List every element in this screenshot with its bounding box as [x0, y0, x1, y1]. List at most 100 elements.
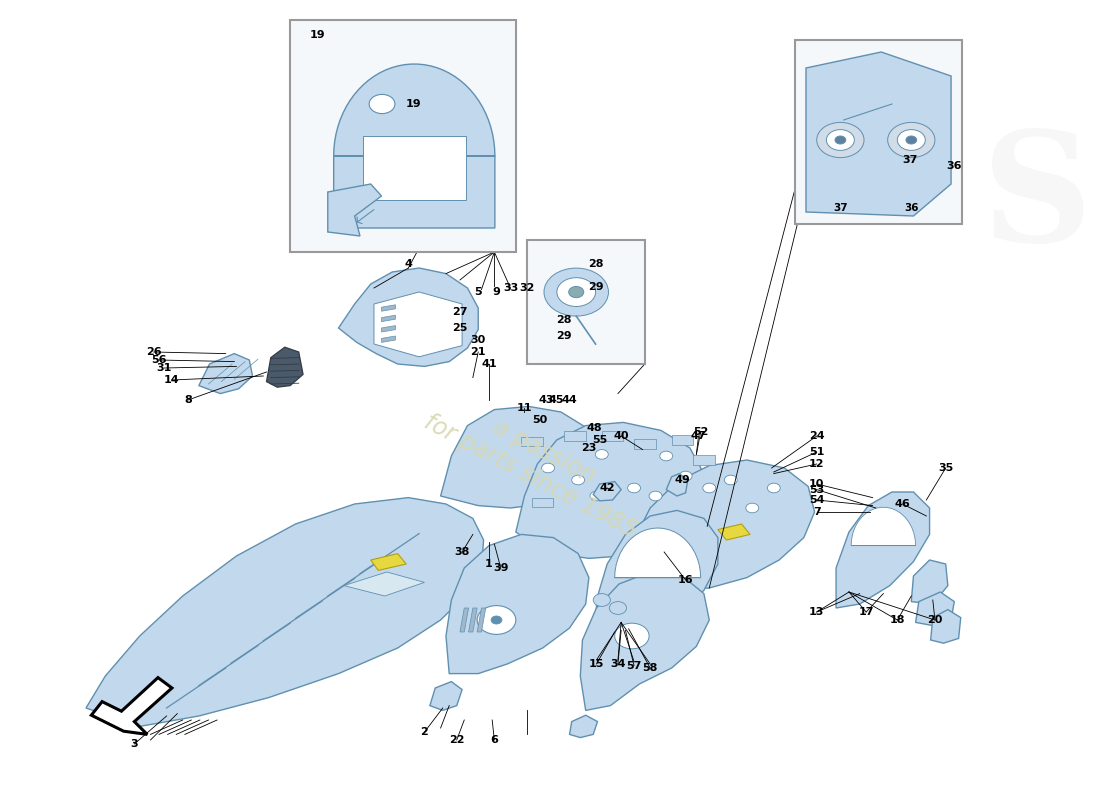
Circle shape	[826, 130, 855, 150]
Text: 37: 37	[833, 203, 848, 214]
Polygon shape	[851, 507, 915, 546]
Polygon shape	[931, 610, 960, 643]
Polygon shape	[624, 460, 815, 590]
Text: S: S	[982, 126, 1092, 274]
Text: 16: 16	[678, 575, 693, 585]
Circle shape	[569, 286, 584, 298]
Text: 15: 15	[588, 659, 604, 669]
FancyBboxPatch shape	[527, 240, 645, 364]
Text: 28: 28	[588, 259, 604, 270]
Polygon shape	[469, 608, 477, 632]
Polygon shape	[382, 315, 396, 322]
Circle shape	[491, 616, 502, 624]
FancyBboxPatch shape	[795, 40, 961, 224]
Text: 1: 1	[485, 559, 493, 569]
Text: 29: 29	[588, 282, 604, 291]
Text: 4: 4	[405, 259, 412, 269]
Text: 46: 46	[894, 499, 911, 509]
Circle shape	[609, 602, 627, 614]
Text: 33: 33	[503, 283, 518, 293]
Text: 24: 24	[808, 431, 825, 441]
Polygon shape	[593, 482, 622, 501]
Text: 38: 38	[454, 547, 470, 557]
Text: 9: 9	[493, 287, 500, 297]
Polygon shape	[718, 524, 750, 540]
Text: 30: 30	[471, 335, 486, 345]
Circle shape	[370, 94, 395, 114]
Text: 41: 41	[481, 359, 497, 369]
Circle shape	[544, 268, 608, 316]
Text: 22: 22	[449, 735, 464, 745]
Text: 29: 29	[557, 331, 572, 341]
Text: 21: 21	[471, 347, 486, 357]
Polygon shape	[596, 510, 718, 640]
Text: 23: 23	[581, 443, 596, 453]
Circle shape	[768, 483, 780, 493]
Text: 51: 51	[808, 447, 824, 457]
Polygon shape	[564, 431, 585, 441]
Text: 25: 25	[452, 323, 468, 333]
Circle shape	[724, 475, 737, 485]
Polygon shape	[915, 592, 955, 626]
Polygon shape	[199, 354, 253, 394]
Circle shape	[888, 122, 935, 158]
Polygon shape	[836, 492, 930, 608]
Text: 6: 6	[491, 735, 498, 745]
Text: 18: 18	[890, 615, 905, 625]
Text: 13: 13	[808, 607, 824, 617]
Circle shape	[898, 130, 925, 150]
Text: 27: 27	[452, 307, 468, 317]
Text: 53: 53	[810, 485, 824, 494]
Text: 14: 14	[164, 375, 179, 385]
Polygon shape	[382, 305, 396, 311]
Text: 39: 39	[493, 563, 508, 573]
Circle shape	[649, 491, 662, 501]
Polygon shape	[382, 336, 396, 342]
Polygon shape	[266, 347, 304, 387]
Circle shape	[595, 450, 608, 459]
Polygon shape	[382, 326, 396, 332]
Polygon shape	[532, 498, 553, 507]
Text: 8: 8	[184, 395, 191, 405]
Text: 3: 3	[131, 739, 139, 749]
Text: 11: 11	[517, 403, 532, 413]
Circle shape	[572, 475, 584, 485]
Text: 36: 36	[946, 161, 962, 170]
Polygon shape	[516, 422, 704, 558]
Text: 50: 50	[531, 415, 547, 425]
Text: 5: 5	[474, 287, 482, 297]
Text: 57: 57	[626, 661, 641, 670]
Text: 40: 40	[614, 431, 629, 441]
Circle shape	[615, 623, 649, 649]
Text: 54: 54	[808, 495, 825, 505]
Circle shape	[628, 483, 640, 493]
Text: 26: 26	[146, 347, 162, 357]
Polygon shape	[86, 498, 484, 726]
Polygon shape	[328, 184, 382, 236]
Text: 32: 32	[519, 283, 535, 293]
Polygon shape	[374, 292, 462, 357]
Text: 28: 28	[557, 315, 572, 325]
Text: 7: 7	[813, 507, 821, 517]
Text: 43: 43	[538, 395, 553, 405]
Text: 45: 45	[549, 395, 564, 405]
Circle shape	[590, 491, 603, 501]
Text: 56: 56	[152, 355, 167, 365]
Text: 52: 52	[693, 427, 708, 437]
Polygon shape	[430, 682, 462, 710]
Circle shape	[557, 278, 595, 306]
Polygon shape	[693, 455, 715, 465]
Circle shape	[835, 136, 846, 144]
Text: 48: 48	[586, 423, 602, 433]
Polygon shape	[446, 534, 588, 674]
Text: 20: 20	[927, 615, 943, 625]
Text: 12: 12	[808, 459, 825, 469]
Text: 19: 19	[406, 99, 421, 109]
Polygon shape	[363, 136, 466, 200]
Text: 10: 10	[808, 479, 824, 489]
Text: 19: 19	[309, 30, 326, 39]
Polygon shape	[634, 439, 656, 449]
Text: a passion
for parts since 1985: a passion for parts since 1985	[420, 386, 654, 542]
Text: 42: 42	[600, 483, 615, 493]
Polygon shape	[911, 560, 948, 604]
